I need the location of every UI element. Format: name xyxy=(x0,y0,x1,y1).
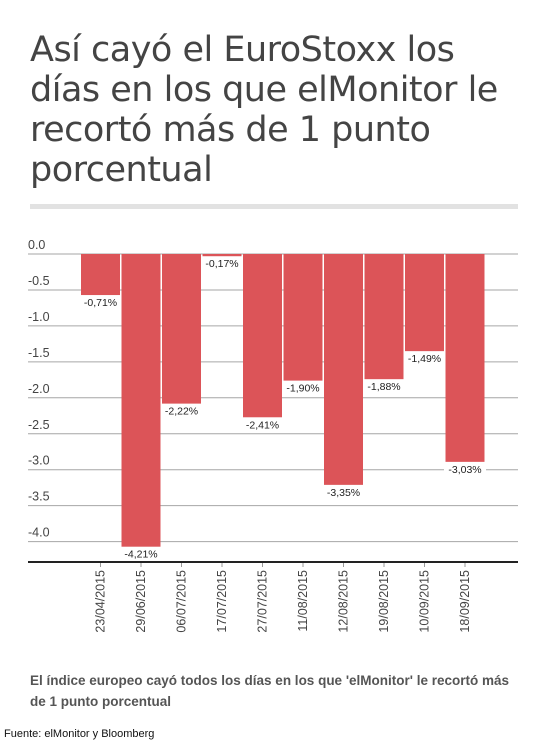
x-tick-label: 10/09/2015 xyxy=(418,570,432,633)
bar xyxy=(324,254,363,495)
x-tick-label: 18/09/2015 xyxy=(458,570,472,633)
y-tick-label: -3.0 xyxy=(28,454,50,468)
data-label: -2,41% xyxy=(246,419,279,431)
data-label: -2,22% xyxy=(165,406,198,418)
source-note: Fuente: elMonitor y Bloomberg xyxy=(4,728,155,740)
data-label-background xyxy=(241,417,284,432)
data-label-background xyxy=(444,461,486,476)
data-labels: -0,71% -4,21% -2,22% -0,17% -2,41% -1,90% -3,3… xyxy=(79,256,486,561)
bar xyxy=(445,254,485,472)
bar xyxy=(364,254,404,390)
x-tick-label: 06/07/2015 xyxy=(175,570,189,633)
y-axis-tick-labels: 0.0 -0.5 -1.0 -1.5 -2.0 -2.5 -3.0 -3.5 -4.0 xyxy=(28,238,50,540)
data-label-background xyxy=(201,256,243,271)
y-tick-label: -1.0 xyxy=(28,310,50,324)
data-label: -4,21% xyxy=(124,549,157,561)
y-tick-label: -4.0 xyxy=(28,526,50,540)
data-label-background xyxy=(403,351,446,366)
data-label: -0,17% xyxy=(205,258,238,270)
data-label-background xyxy=(79,295,122,310)
y-tick-label: -1.5 xyxy=(28,346,50,360)
bar xyxy=(162,254,201,414)
data-label-background xyxy=(363,379,405,394)
data-label: -3,35% xyxy=(327,487,360,499)
x-tick-label: 23/04/2015 xyxy=(94,570,108,633)
chart-description: El índice europeo cayó todos los días en… xyxy=(30,673,510,709)
x-tick-label: 19/08/2015 xyxy=(377,570,391,633)
bar xyxy=(405,254,444,362)
x-tick-label: 17/07/2015 xyxy=(215,570,229,633)
x-axis-tick-labels: 23/04/2015 29/06/2015 06/07/2015 17/07/2015… xyxy=(94,562,472,633)
data-label-background xyxy=(282,380,324,395)
x-tick-label: 12/08/2015 xyxy=(337,570,351,633)
data-label-background xyxy=(160,403,203,418)
chart-title: Así cayó el EuroStoxx los días en los qu… xyxy=(30,30,498,190)
y-tick-label: -2.5 xyxy=(28,418,50,432)
y-tick-label: -3.5 xyxy=(28,490,50,504)
x-tick-label: 27/07/2015 xyxy=(256,570,270,633)
bar xyxy=(283,254,323,391)
title-divider xyxy=(30,204,518,209)
bar xyxy=(121,254,161,557)
data-label-background xyxy=(120,546,162,561)
y-tick-label: 0.0 xyxy=(28,238,45,252)
y-tick-label: -2.0 xyxy=(28,382,50,396)
data-label-background xyxy=(322,484,365,499)
data-label: -0,71% xyxy=(84,297,117,309)
x-tick-label: 11/08/2015 xyxy=(296,570,310,632)
data-label: -1,88% xyxy=(367,381,400,393)
bars xyxy=(81,254,485,557)
y-tick-label: -0.5 xyxy=(28,274,50,288)
data-label: -1,90% xyxy=(286,383,319,395)
data-label: -1,49% xyxy=(408,353,441,365)
x-tick-label: 29/06/2015 xyxy=(134,570,148,633)
bar-chart: 0.0 -0.5 -1.0 -1.5 -2.0 -2.5 -3.0 -3.5 -4.0 -0,7… xyxy=(28,238,518,633)
data-label: -3,03% xyxy=(448,464,481,476)
bar xyxy=(243,254,282,428)
